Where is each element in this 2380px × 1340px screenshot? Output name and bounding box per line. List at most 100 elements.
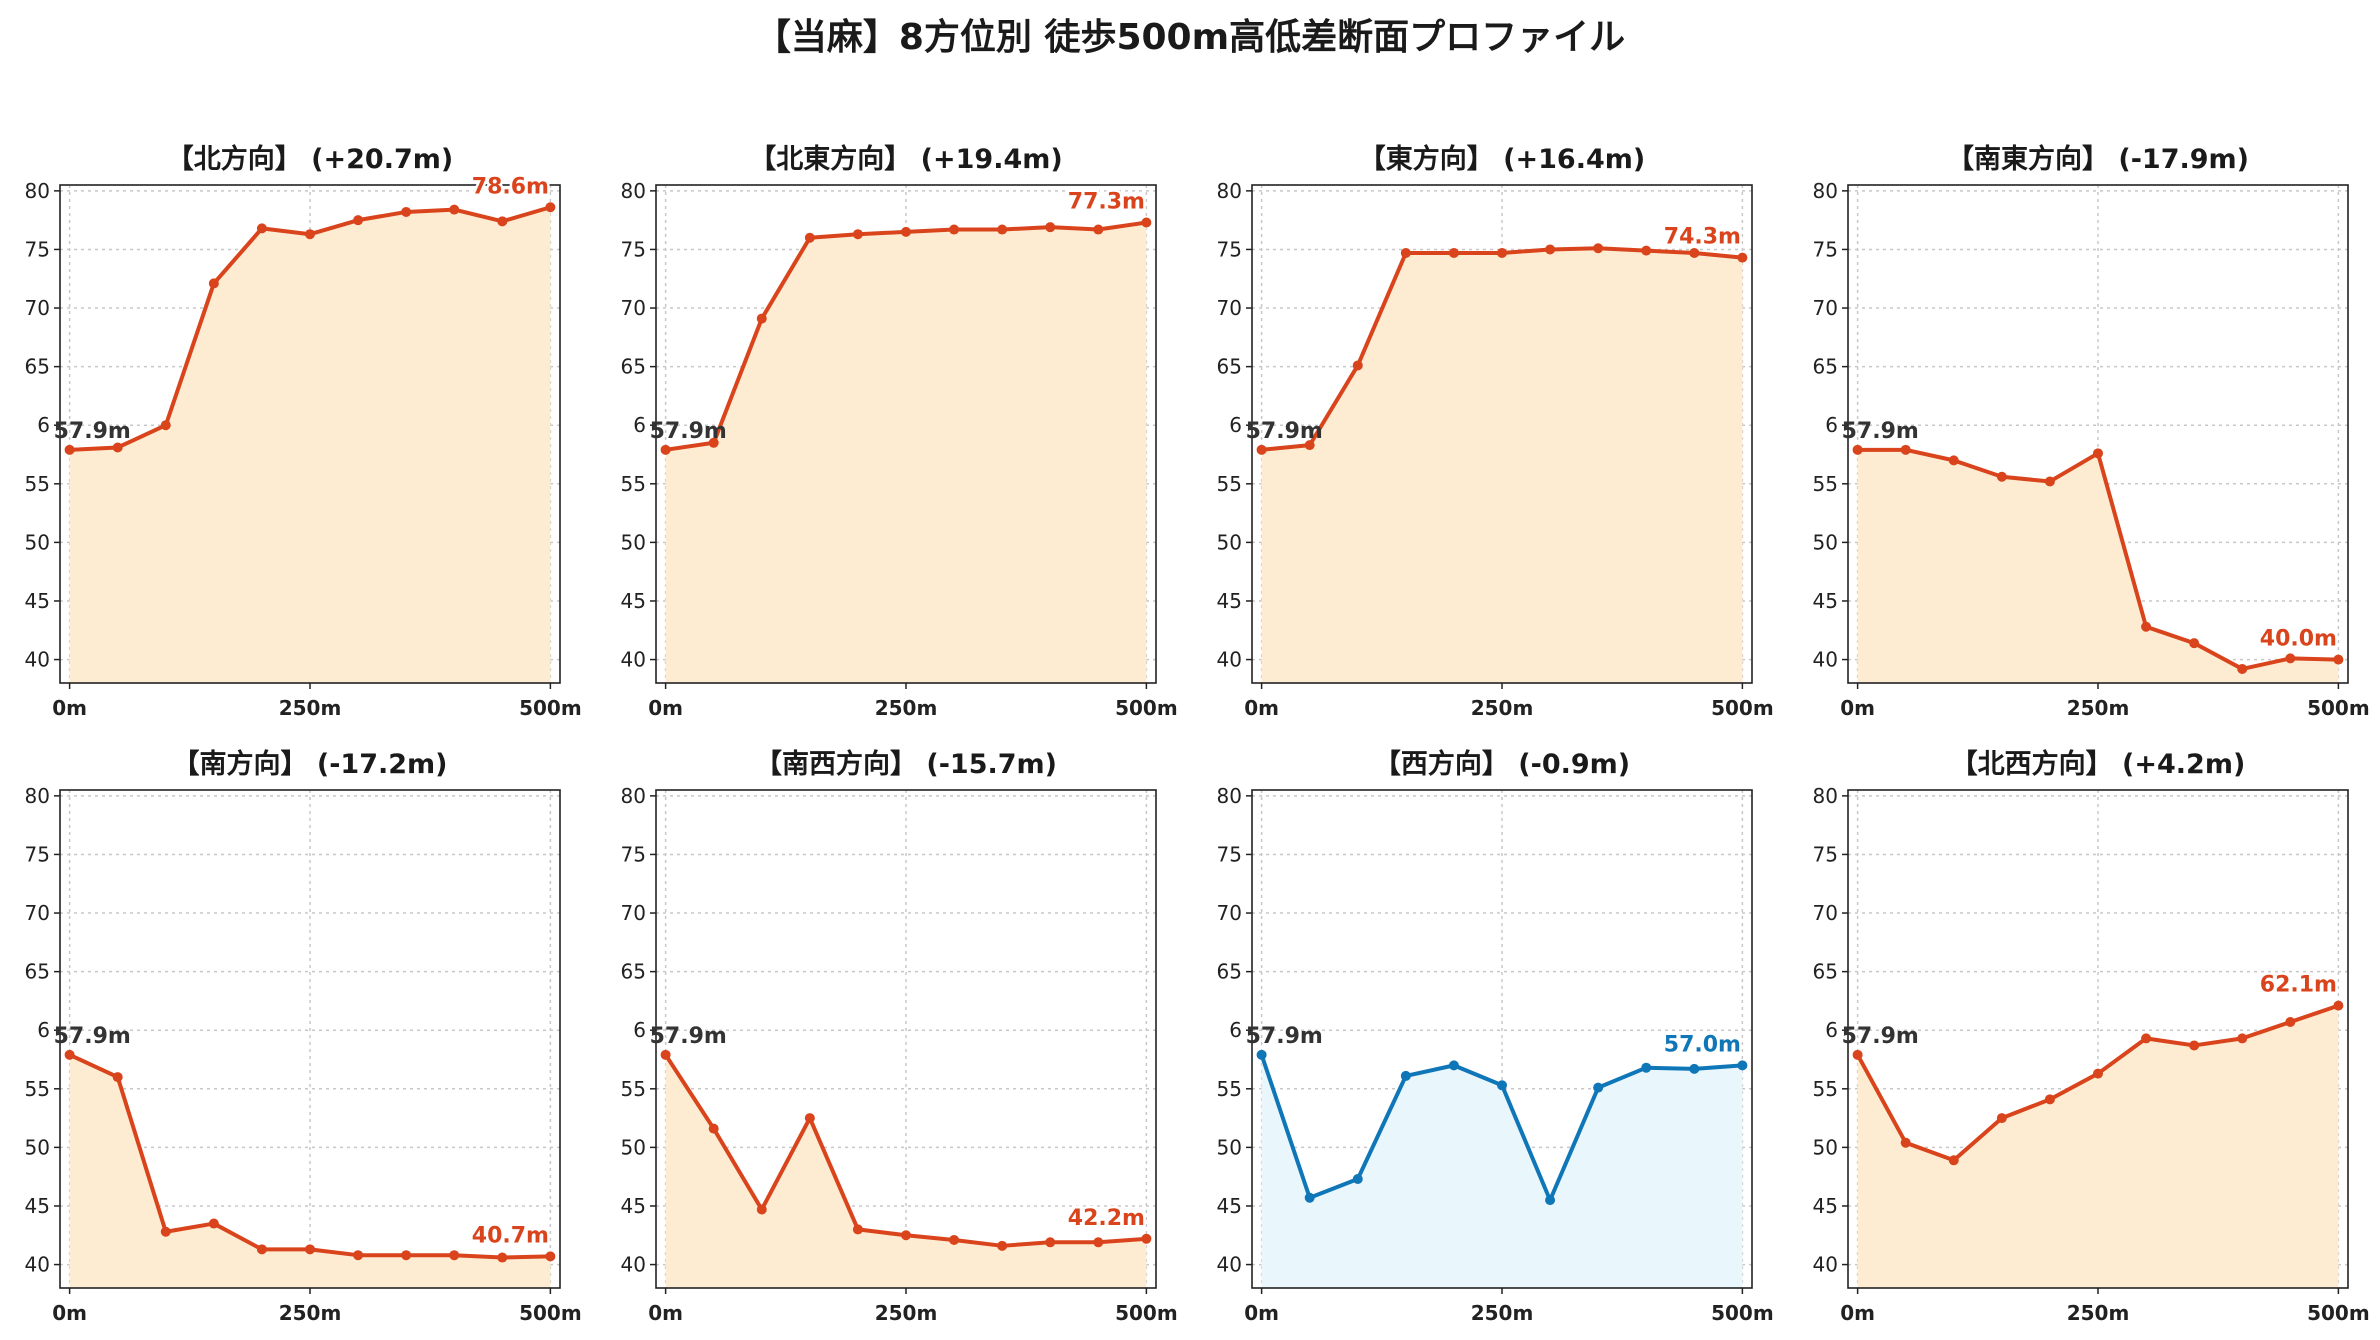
data-point [1641,1062,1652,1073]
y-tick-label: 40 [1813,1253,1838,1277]
data-point [305,1244,315,1255]
y-tick-label: 65 [621,960,646,984]
data-point [901,226,911,237]
data-point [497,1252,508,1263]
data-point [1497,247,1507,258]
y-tick-label: 40 [1217,648,1242,672]
y-tick-label: 40 [1813,648,1838,672]
y-tick-label: 55 [1217,1077,1242,1101]
data-point [1141,217,1152,228]
end-elevation-label: 40.0m [2260,627,2337,652]
profile-area [665,222,1147,684]
y-tick-label: 80 [1813,179,1838,203]
data-point [1689,1063,1700,1074]
data-point [2285,1017,2296,1028]
x-tick-label: 250m [875,696,938,720]
start-elevation-label: 57.9m [1842,1024,1919,1049]
profile-area [69,207,551,683]
y-tick-label: 75 [621,237,646,261]
y-tick-label: 75 [1217,842,1242,866]
y-tick-label: 75 [621,842,646,866]
x-tick-label: 0m [648,696,683,720]
x-tick-label: 500m [2307,1301,2370,1325]
y-tick-label: 6 [1229,1018,1242,1042]
data-point [1948,1155,1959,1166]
y-tick-label: 45 [621,1194,646,1218]
panel-title: 【南西方向】 (-15.7m) [755,748,1057,780]
figure-title: 【当麻】8方位別 徒歩500m高低差断面プロファイル [754,17,1626,58]
data-point [852,1224,863,1235]
start-elevation-label: 57.9m [54,419,131,444]
x-tick-label: 250m [1471,696,1534,720]
data-point [1400,1070,1411,1081]
data-point [64,444,75,455]
data-point [64,1049,75,1060]
profile-chart-7: 【北西方向】 (+4.2m) 40 45 50 55 6 65 70 75 80 0m 250m 500… [1813,748,2370,1325]
data-point [1256,444,1267,455]
x-tick-label: 0m [1840,696,1875,720]
data-point [1352,1174,1363,1185]
x-tick-label: 500m [2307,696,2370,720]
panel-title: 【北方向】 (+20.7m) [167,143,453,175]
y-tick-label: 70 [1217,296,1242,320]
y-tick-label: 6 [37,1018,50,1042]
x-tick-label: 250m [279,1301,342,1325]
data-point [1304,1192,1315,1203]
data-point [1996,1113,2007,1124]
x-tick-label: 250m [1471,1301,1534,1325]
y-tick-label: 6 [1825,413,1838,437]
data-point [2285,653,2296,664]
panel-title: 【南東方向】 (-17.9m) [1947,143,2249,175]
end-elevation-label: 78.6m [472,174,549,199]
data-point [112,1072,123,1083]
y-tick-label: 6 [37,413,50,437]
x-tick-label: 250m [2067,1301,2130,1325]
y-tick-label: 45 [25,589,50,613]
y-tick-label: 70 [1813,901,1838,925]
data-point [949,224,960,235]
y-tick-label: 70 [1217,901,1242,925]
y-tick-label: 50 [1217,1135,1242,1159]
end-elevation-label: 77.3m [1068,189,1145,214]
panel-title: 【北西方向】 (+4.2m) [1951,748,2246,780]
x-tick-label: 0m [52,1301,87,1325]
data-point [1352,360,1363,371]
data-point [1045,1237,1056,1248]
y-tick-label: 45 [1813,1194,1838,1218]
data-point [401,206,412,217]
profile-area [69,1054,551,1288]
data-point [1593,243,1604,254]
profile-chart-6: 【西方向】 (-0.9m) 40 45 50 55 6 65 70 75 80 0m 250m 500m… [1217,748,1774,1325]
y-tick-label: 80 [1813,784,1838,808]
data-point [708,437,719,448]
data-point [1400,247,1411,258]
start-elevation-label: 57.9m [54,1024,131,1049]
y-tick-label: 6 [1825,1018,1838,1042]
data-point [1996,471,2007,482]
data-point [1641,245,1652,256]
y-tick-label: 75 [25,842,50,866]
data-point [160,1226,171,1237]
profile-chart-4: 【南方向】 (-17.2m) 40 45 50 55 6 65 70 75 80 0m 250m 500… [25,748,582,1325]
profile-chart-2: 【東方向】 (+16.4m) 40 45 50 55 6 65 70 75 80 0m 250m 500… [1217,143,1774,720]
panel-title: 【南方向】 (-17.2m) [172,748,447,780]
data-point [1141,1233,1152,1244]
x-tick-label: 500m [1711,1301,1774,1325]
data-point [1900,444,1911,455]
data-point [1852,444,1863,455]
y-tick-label: 6 [633,413,646,437]
data-point [1304,440,1315,451]
y-tick-label: 6 [1229,413,1242,437]
profile-chart-5: 【南西方向】 (-15.7m) 40 45 50 55 6 65 70 75 80 0m 250m 50… [621,748,1178,1325]
data-point [353,1250,364,1261]
data-point [305,229,315,240]
x-tick-label: 0m [1244,1301,1279,1325]
y-tick-label: 50 [25,1135,50,1159]
end-elevation-label: 57.0m [1664,1032,1741,1057]
y-tick-label: 80 [25,784,50,808]
y-tick-label: 70 [1813,296,1838,320]
y-tick-label: 50 [621,1135,646,1159]
x-tick-label: 250m [2067,696,2130,720]
y-tick-label: 70 [621,296,646,320]
data-point [660,1049,671,1060]
